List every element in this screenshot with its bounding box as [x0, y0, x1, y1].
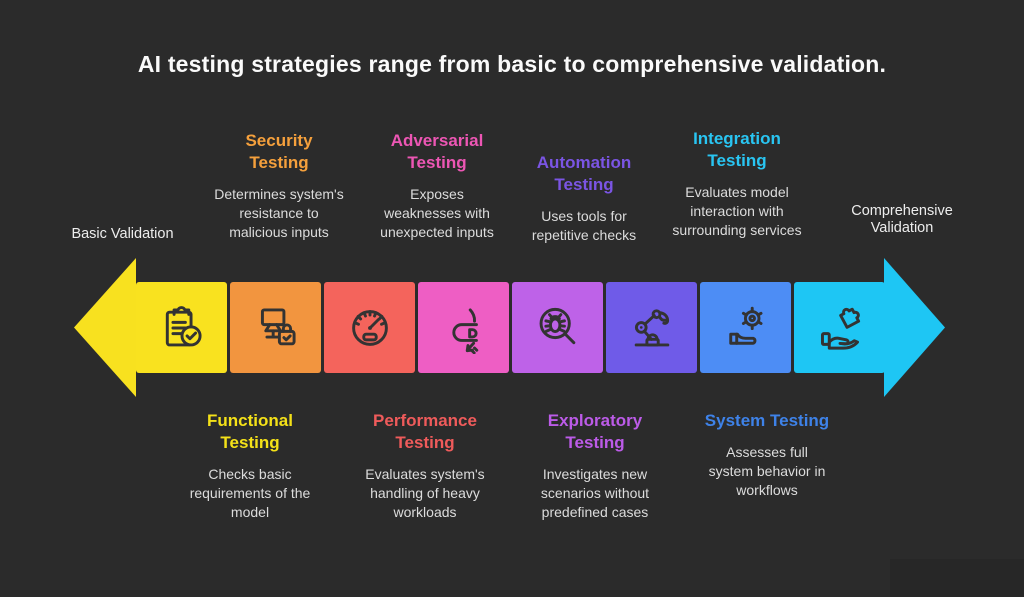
- left-arrow-shape: [74, 258, 136, 397]
- right-arrow: [884, 258, 945, 397]
- left-arrow: [74, 258, 136, 397]
- functional-testing-heading: Functional Testing: [207, 411, 293, 452]
- annotation-exploratory-testing: Exploratory Testing Investigates new sce…: [505, 410, 685, 522]
- performance-testing-description: Evaluates system's handling of heavy wor…: [365, 466, 485, 520]
- system-testing-heading: System Testing: [704, 411, 830, 430]
- functional-testing-description: Checks basic requirements of the model: [189, 466, 311, 520]
- security-testing-heading: Security Testing: [245, 131, 313, 172]
- annotation-functional-testing: Functional Testing Checks basic requirem…: [160, 410, 340, 522]
- segment-integration-testing: [794, 282, 885, 373]
- annotation-adversarial-testing: Adversarial Testing Exposes weaknesses w…: [352, 130, 522, 242]
- annotation-performance-testing: Performance Testing Evaluates system's h…: [335, 410, 515, 522]
- robot-arm-icon: [634, 308, 669, 346]
- hand-puzzle-icon: [820, 307, 860, 350]
- system-testing-description: Assesses full system behavior in workflo…: [708, 444, 826, 498]
- gauge-icon: [351, 309, 388, 346]
- segment-security-testing: [230, 282, 321, 373]
- annotation-security-testing: Security Testing Determines system's res…: [194, 130, 364, 242]
- watermark-area: [890, 559, 1024, 597]
- annotation-automation-testing: Automation Testing Uses tools for repeti…: [499, 152, 669, 245]
- automation-testing-heading: Automation Testing: [536, 153, 632, 194]
- automation-testing-description: Uses tools for repetitive checks: [531, 208, 637, 243]
- integration-testing-description: Evaluates model interaction with surroun…: [672, 184, 802, 238]
- page-title: AI testing strategies range from basic t…: [137, 51, 887, 77]
- annotation-system-testing: System Testing Assesses full system beha…: [672, 410, 862, 500]
- segment-basic-validation: [136, 282, 227, 373]
- segment-automation-testing: [606, 282, 697, 373]
- performance-testing-heading: Performance Testing: [373, 411, 477, 452]
- comprehensive-validation-label: Comprehensive Validation: [851, 203, 953, 236]
- integration-testing-heading: Integration Testing: [693, 129, 781, 170]
- bug-magnifier-icon: [539, 307, 575, 344]
- adversarial-testing-description: Exposes weaknesses with unexpected input…: [380, 186, 494, 240]
- testing-strategy-band: [136, 282, 885, 373]
- basic-validation-label: Basic Validation: [71, 226, 174, 242]
- unexpected-input-icon: [451, 307, 478, 354]
- exploratory-testing-heading: Exploratory Testing: [547, 411, 643, 452]
- segment-adversarial-testing: [418, 282, 509, 373]
- segment-performance-testing: [324, 282, 415, 373]
- security-testing-description: Determines system's resistance to malici…: [214, 186, 344, 240]
- segment-exploratory-testing: [512, 282, 603, 373]
- segment-system-testing: [700, 282, 791, 373]
- adversarial-testing-heading: Adversarial Testing: [390, 131, 484, 172]
- monitor-lock-icon: [260, 307, 296, 345]
- annotation-integration-testing: Integration Testing Evaluates model inte…: [652, 128, 822, 240]
- gear-hand-icon: [728, 306, 763, 345]
- clipboard-check-icon: [165, 305, 202, 346]
- right-arrow-shape: [884, 258, 945, 397]
- exploratory-testing-description: Investigates new scenarios without prede…: [540, 466, 650, 520]
